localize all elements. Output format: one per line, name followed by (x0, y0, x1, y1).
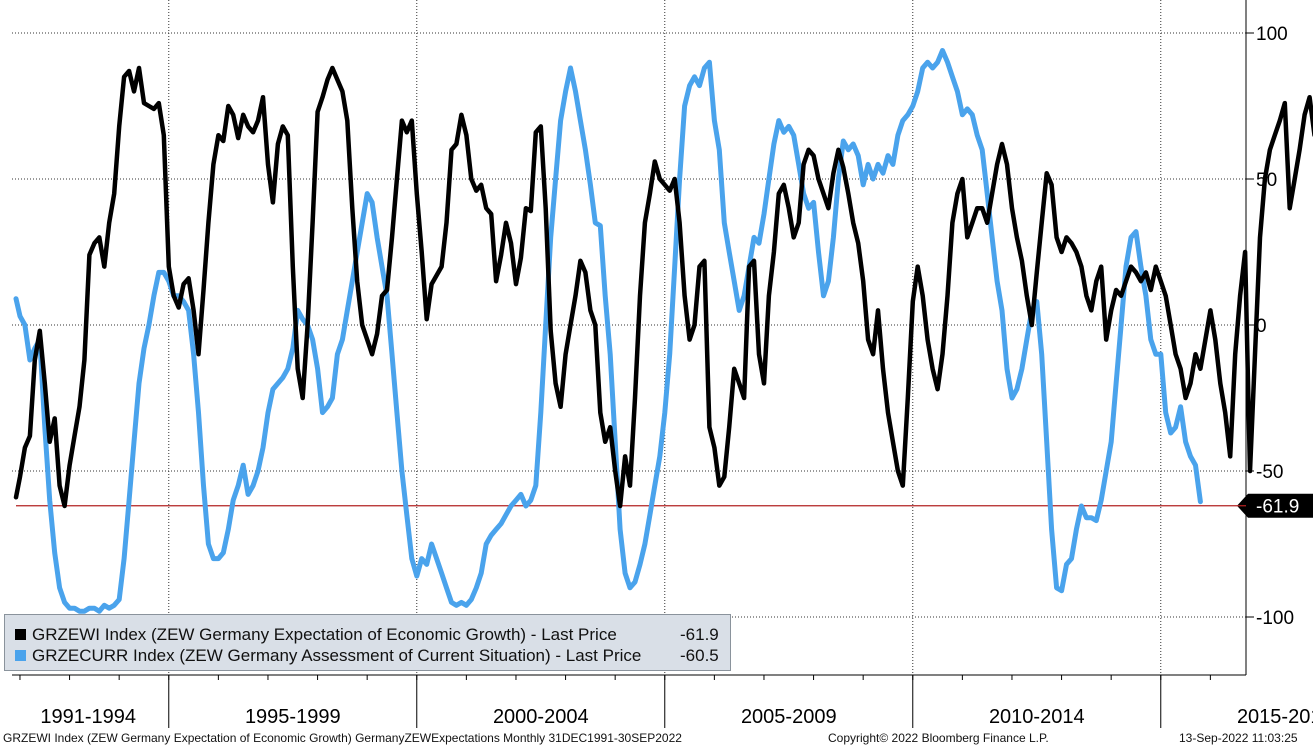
footer-timestamp: 13-Sep-2022 11:03:25 (1179, 731, 1298, 745)
legend-entry-grzewi: GRZEWI Index (ZEW Germany Expectation of… (15, 625, 719, 645)
plot-area (13, 48, 1313, 614)
x-period-label: 2000-2004 (493, 706, 589, 728)
y-tick-label: -50 (1256, 462, 1283, 483)
series-line-grzewi (13, 65, 1313, 509)
x-axis: 1991-1994 1995-1999 2000-2004 2005-2009 2010… (19, 675, 1313, 728)
last-value-tag: -61.9 (1237, 493, 1313, 518)
legend-value-grzecurr: -60.5 (680, 646, 719, 665)
footer-description: GRZEWI Index (ZEW Germany Expectation of… (3, 731, 682, 745)
legend-label-grzecurr: GRZECURR Index (ZEW Germany Assessment o… (32, 646, 642, 665)
x-period-label: 1995-1999 (245, 706, 341, 728)
legend-swatch-grzecurr (15, 650, 26, 661)
footer-copyright: Copyright© 2022 Bloomberg Finance L.P. (828, 731, 1049, 745)
x-period-label: 2005-2009 (741, 706, 837, 728)
legend-label-grzewi: GRZEWI Index (ZEW Germany Expectation of… (32, 625, 617, 644)
x-period-label: 2015-2019 (1237, 706, 1313, 728)
y-tick-label: 0 (1256, 316, 1267, 337)
last-value-tag-label: -61.9 (1256, 497, 1299, 518)
legend-entry-grzecurr: GRZECURR Index (ZEW Germany Assessment o… (15, 646, 719, 666)
legend-swatch-grzewi (15, 629, 26, 640)
series-line-grzecurr (13, 48, 1203, 614)
y-tick-label: -100 (1256, 608, 1294, 629)
x-period-label: 1991-1994 (40, 706, 136, 728)
last-value-tag-box (1237, 493, 1313, 518)
legend: GRZEWI Index (ZEW Germany Expectation of… (4, 614, 731, 671)
legend-value-grzewi: -61.9 (680, 625, 719, 644)
y-tick-label: 100 (1256, 24, 1288, 45)
x-period-label: 2010-2014 (989, 706, 1085, 728)
